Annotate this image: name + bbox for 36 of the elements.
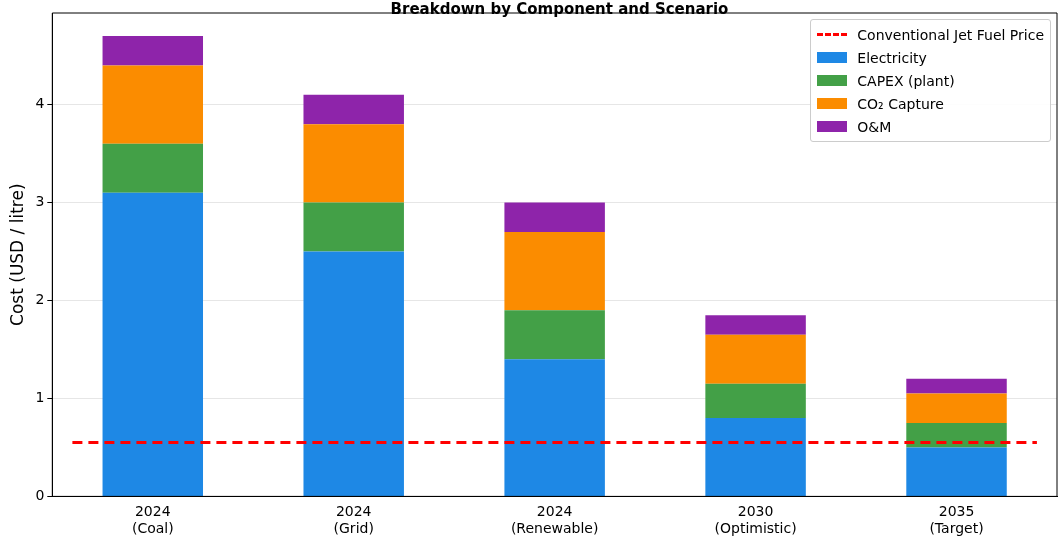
bar: [303, 202, 404, 252]
x-tick-label: 2024 (Grid): [333, 503, 374, 537]
y-axis-title: Cost (USD / litre): [6, 183, 27, 326]
bar: [705, 334, 806, 384]
bar: [303, 251, 404, 496]
x-tick-label: 2030 (Optimistic): [714, 503, 797, 537]
legend-label: O&M: [857, 118, 892, 135]
y-tick-label: 4: [35, 95, 45, 112]
bar: [504, 202, 605, 232]
x-tick-label: 2024 (Renewable): [510, 503, 599, 537]
bar: [504, 231, 605, 311]
legend-label: CO₂ Capture: [857, 95, 944, 112]
bar: [102, 36, 204, 66]
bar: [705, 383, 806, 419]
y-tick-label: 1: [35, 389, 45, 406]
bar: [906, 378, 1007, 394]
bar: [906, 393, 1007, 423]
bar: [303, 94, 404, 125]
x-tick-label: 2035 (Target): [929, 503, 984, 537]
y-tick-label: 3: [35, 193, 45, 210]
bar: [504, 310, 605, 360]
legend-label: Conventional Jet Fuel Price: [857, 26, 1044, 43]
bar: [906, 447, 1007, 496]
legend-label: Electricity: [857, 49, 927, 66]
bar: [102, 65, 204, 144]
bar: [102, 192, 204, 496]
y-tick-label: 0: [35, 487, 45, 504]
legend-label: CAPEX (plant): [857, 72, 955, 89]
bar: [303, 124, 404, 203]
chart-title: Breakdown by Component and Scenario: [389, 0, 730, 18]
bar: [102, 143, 204, 193]
bar: [705, 315, 806, 335]
bar: [504, 359, 605, 496]
bar: [705, 418, 806, 496]
y-tick-label: 2: [35, 291, 45, 308]
x-tick-label: 2024 (Coal): [131, 503, 174, 537]
